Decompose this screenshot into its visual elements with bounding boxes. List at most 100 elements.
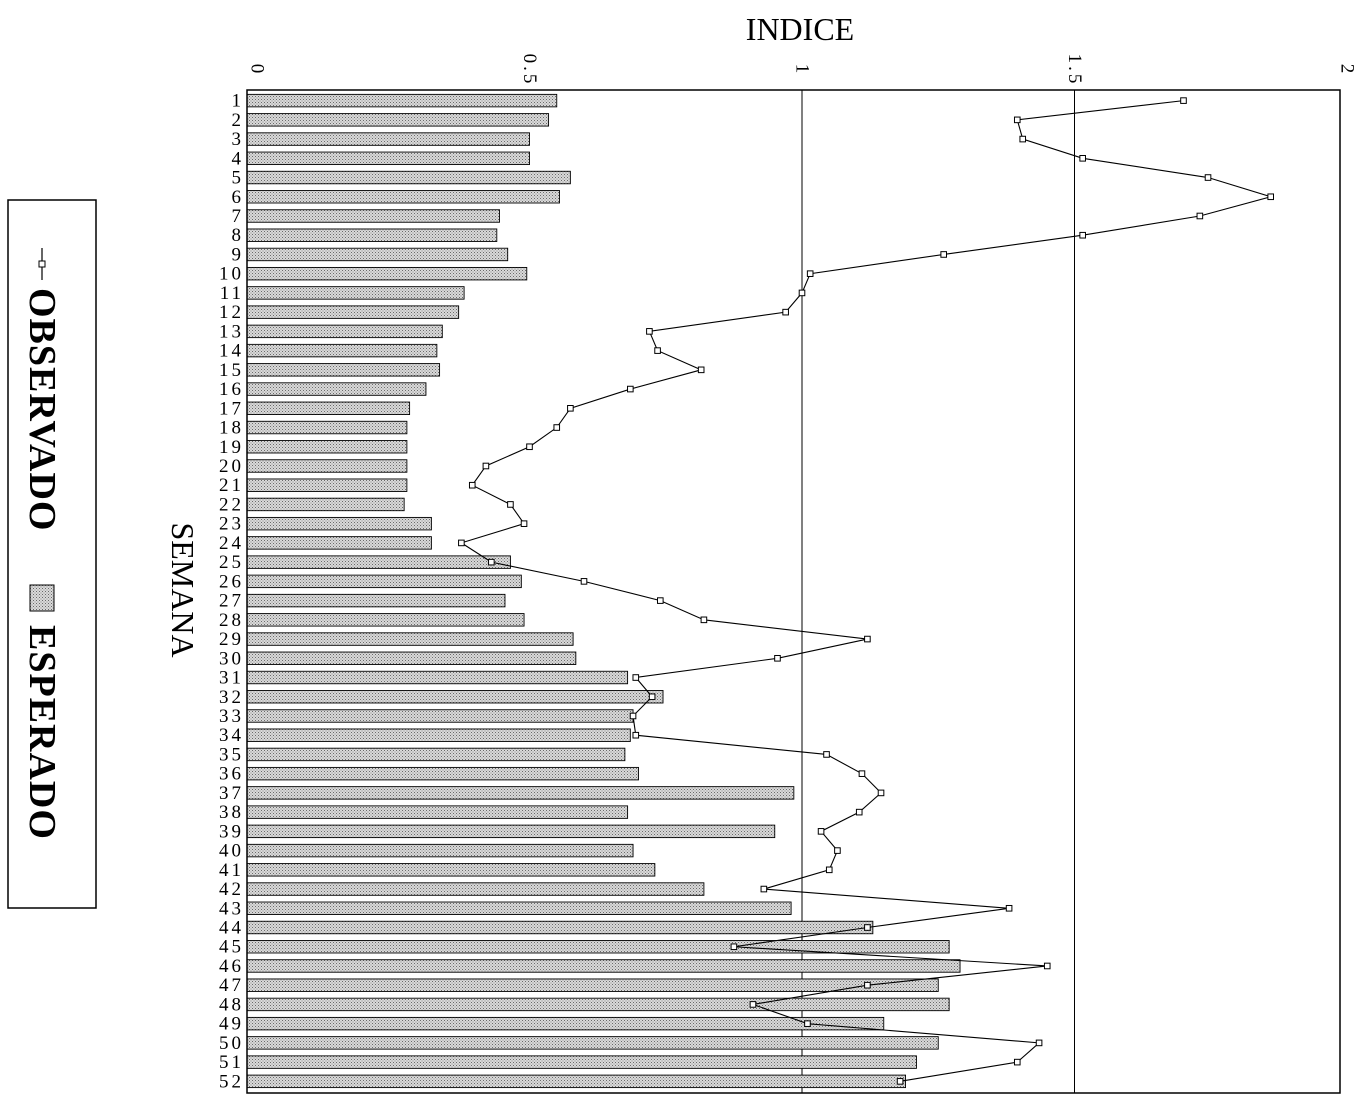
line-series-observado: [460, 100, 1273, 1082]
category-label-1: 1: [232, 91, 245, 112]
plot-frame: [246, 89, 1341, 1094]
point-observado-42: [760, 885, 768, 893]
category-label-31: 31: [219, 668, 244, 689]
category-label-10: 10: [219, 264, 244, 285]
point-observado-22: [507, 501, 514, 508]
bar-esperado-30: [246, 651, 577, 665]
line-observado: [460, 100, 1273, 1082]
bar-esperado-8: [246, 228, 498, 242]
bar-esperado-28: [246, 613, 525, 627]
point-observado-38: [855, 808, 863, 816]
point-observado-6: [1267, 193, 1275, 201]
point-observado-32: [648, 693, 656, 701]
point-observado-12: [782, 308, 789, 316]
point-observado-7: [1196, 212, 1204, 220]
point-observado-19: [526, 443, 533, 451]
category-label-4: 4: [232, 148, 245, 169]
point-observado-30: [774, 654, 781, 662]
bar-esperado-20: [246, 459, 408, 473]
bar-esperado-22: [246, 497, 405, 512]
category-label-40: 40: [219, 841, 244, 862]
bar-esperado-44: [246, 920, 874, 935]
bar-esperado-9: [246, 247, 509, 262]
legend-esperado-swatch: [29, 584, 55, 612]
category-label-26: 26: [219, 571, 244, 592]
point-observado-27: [657, 597, 664, 604]
point-observado-37: [877, 789, 885, 797]
category-label-43: 43: [219, 898, 244, 919]
category-label-48: 48: [219, 994, 244, 1015]
point-observado-34: [632, 731, 640, 739]
category-tick-labels: 1234567891011121314151617181920212223242…: [219, 91, 245, 1093]
category-label-42: 42: [219, 879, 244, 900]
point-observado-25: [488, 558, 495, 566]
legend-observado-label: OBSERVADO: [21, 288, 63, 531]
category-label-52: 52: [219, 1071, 244, 1092]
point-observado-10: [806, 270, 814, 277]
bar-esperado-36: [246, 766, 639, 781]
category-label-35: 35: [219, 744, 244, 765]
bar-esperado-3: [246, 132, 530, 146]
category-axis-title: SEMANA: [165, 522, 201, 657]
line-markers-observado: [458, 97, 1275, 1085]
category-label-21: 21: [219, 475, 244, 496]
category-label-2: 2: [232, 110, 245, 131]
bar-esperado-50: [246, 1036, 939, 1050]
point-observado-31: [632, 674, 640, 681]
category-label-41: 41: [219, 860, 244, 881]
category-label-18: 18: [219, 418, 244, 439]
point-observado-8: [1079, 231, 1086, 239]
bar-esperado-4: [246, 151, 530, 166]
bar-esperado-42: [246, 882, 705, 896]
bar-esperado-21: [246, 478, 408, 492]
legend-observado-marker: [38, 260, 46, 268]
point-observado-45: [730, 943, 738, 951]
category-label-27: 27: [219, 591, 244, 612]
bar-series-esperado: [246, 93, 961, 1089]
legend-esperado-label: ESPERADO: [21, 625, 63, 840]
category-label-47: 47: [219, 975, 244, 996]
category-label-32: 32: [219, 687, 244, 708]
category-label-25: 25: [219, 552, 244, 573]
bar-esperado-52: [246, 1074, 906, 1089]
point-observado-50: [1035, 1039, 1043, 1047]
bar-esperado-26: [246, 574, 522, 589]
bar-esperado-6: [246, 190, 560, 204]
point-observado-41: [825, 866, 833, 874]
bar-esperado-45: [246, 940, 950, 954]
point-observado-14: [654, 347, 661, 354]
bar-esperado-35: [246, 747, 626, 762]
point-observado-26: [580, 578, 588, 585]
point-observado-44: [864, 924, 871, 931]
point-observado-5: [1204, 174, 1212, 181]
bar-esperado-43: [246, 901, 792, 915]
category-label-3: 3: [232, 129, 245, 150]
category-label-6: 6: [232, 187, 245, 208]
bar-esperado-7: [246, 209, 500, 223]
category-label-34: 34: [219, 725, 244, 746]
point-observado-52: [896, 1078, 904, 1085]
category-label-38: 38: [219, 802, 244, 823]
point-observado-23: [520, 520, 528, 527]
category-label-9: 9: [232, 244, 245, 265]
point-observado-21: [468, 481, 476, 489]
category-label-36: 36: [219, 764, 244, 785]
point-observado-11: [798, 289, 806, 297]
bar-esperado-47: [246, 978, 939, 992]
category-label-29: 29: [219, 629, 244, 650]
bar-esperado-14: [246, 343, 438, 358]
point-observado-15: [697, 366, 705, 374]
point-observado-43: [1005, 904, 1013, 912]
point-observado-24: [458, 539, 465, 547]
category-label-11: 11: [220, 283, 244, 304]
value-tick-label: 1: [792, 64, 813, 77]
bar-esperado-27: [246, 593, 506, 608]
category-label-45: 45: [219, 937, 244, 958]
bar-esperado-24: [246, 536, 432, 550]
category-label-37: 37: [219, 783, 244, 804]
point-observado-36: [858, 770, 866, 777]
category-label-5: 5: [232, 168, 245, 189]
bar-esperado-5: [246, 170, 571, 185]
bar-esperado-17: [246, 401, 411, 415]
bar-esperado-16: [246, 382, 427, 396]
